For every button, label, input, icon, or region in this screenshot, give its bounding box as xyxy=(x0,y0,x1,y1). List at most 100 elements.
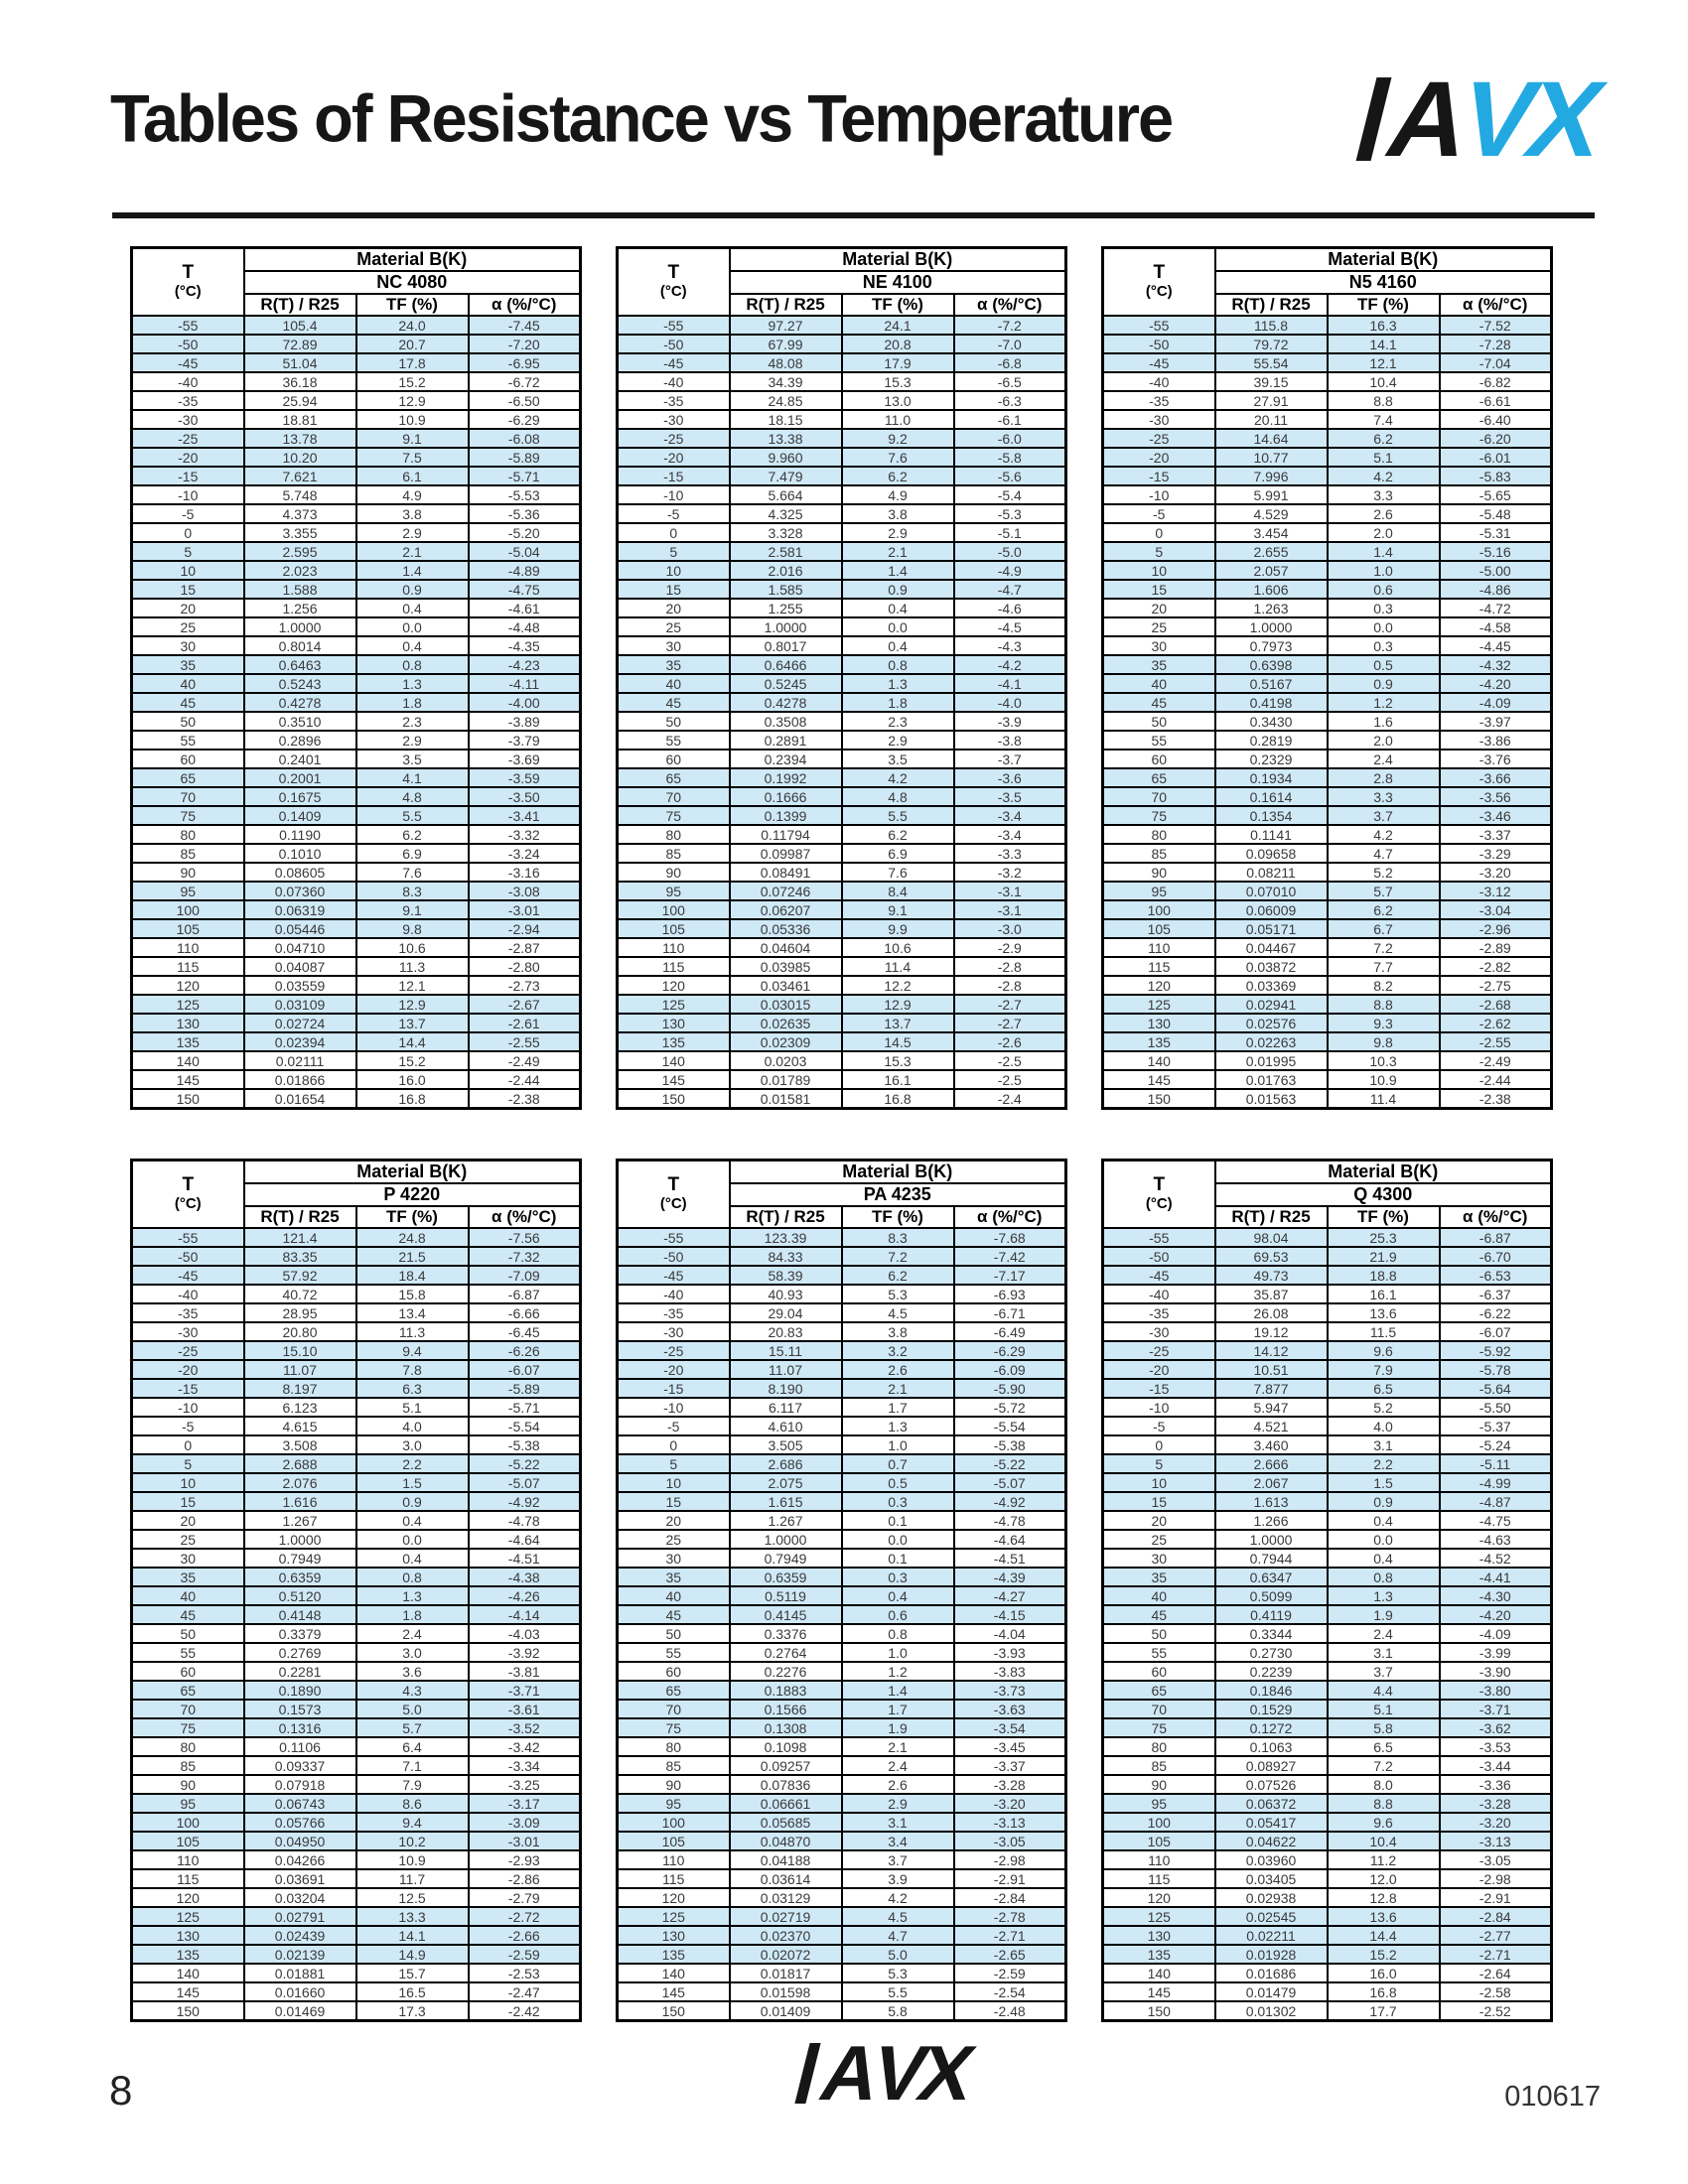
cell-temperature: 45 xyxy=(616,692,731,713)
cell-temperature: -25 xyxy=(130,1340,245,1361)
cell-alpha: -3.32 xyxy=(467,824,582,845)
cell-tf: 1.6 xyxy=(1326,711,1441,732)
cell-temperature: 100 xyxy=(130,1812,245,1833)
table-row: 40 0.5099 1.3 -4.30 xyxy=(1101,1585,1553,1606)
table-row: -30 18.15 11.0 -6.1 xyxy=(616,409,1067,430)
cell-temperature: 145 xyxy=(616,1069,731,1090)
cell-temperature: -35 xyxy=(1101,390,1216,411)
table-row: -5 4.610 1.3 -5.54 xyxy=(616,1416,1067,1436)
alpha-column-header: α (%/°C) xyxy=(1438,293,1553,317)
table-row: 90 0.07526 8.0 -3.36 xyxy=(1101,1774,1553,1795)
cell-tf: 7.9 xyxy=(354,1774,470,1795)
cell-tf: 4.2 xyxy=(840,767,955,788)
cell-tf: 1.2 xyxy=(840,1661,955,1682)
material-name: PA 4235 xyxy=(728,1182,1067,1207)
cell-resistance-ratio: 0.2001 xyxy=(242,767,357,788)
cell-tf: 8.8 xyxy=(1326,1793,1441,1814)
cell-resistance-ratio: 0.01686 xyxy=(1213,1963,1329,1983)
cell-alpha: -3.01 xyxy=(467,1831,582,1851)
table-row: 115 0.03985 11.4 -2.8 xyxy=(616,956,1067,977)
cell-alpha: -4.09 xyxy=(1438,692,1553,713)
cell-alpha: -3.61 xyxy=(467,1699,582,1719)
cell-resistance-ratio: 0.2764 xyxy=(728,1642,843,1663)
cell-temperature: 25 xyxy=(130,1529,245,1550)
cell-alpha: -5.72 xyxy=(952,1397,1067,1418)
table-row: 100 0.05685 3.1 -3.13 xyxy=(616,1812,1067,1833)
cell-alpha: -3.1 xyxy=(952,899,1067,920)
cell-resistance-ratio: 2.686 xyxy=(728,1453,843,1474)
table-row: 115 0.04087 11.3 -2.80 xyxy=(130,956,582,977)
cell-alpha: -4.61 xyxy=(467,598,582,618)
table-row: 140 0.01817 5.3 -2.59 xyxy=(616,1963,1067,1983)
cell-tf: 0.0 xyxy=(840,1529,955,1550)
cell-alpha: -4.20 xyxy=(1438,673,1553,694)
cell-alpha: -2.55 xyxy=(467,1031,582,1052)
table-row: -25 13.78 9.1 -6.08 xyxy=(130,428,582,449)
cell-temperature: 5 xyxy=(616,1453,731,1474)
cell-temperature: 10 xyxy=(130,1472,245,1493)
cell-tf: 0.9 xyxy=(1326,673,1441,694)
cell-tf: 5.0 xyxy=(840,1944,955,1965)
cell-temperature: 35 xyxy=(1101,654,1216,675)
cell-tf: 14.9 xyxy=(354,1944,470,1965)
cell-temperature: 10 xyxy=(616,560,731,581)
cell-tf: 2.9 xyxy=(840,1793,955,1814)
cell-tf: 2.6 xyxy=(840,1774,955,1795)
cell-alpha: -3.86 xyxy=(1438,730,1553,751)
cell-tf: 6.9 xyxy=(354,843,470,864)
cell-temperature: 40 xyxy=(1101,1585,1216,1606)
cell-temperature: 45 xyxy=(616,1604,731,1625)
cell-temperature: 130 xyxy=(616,1925,731,1946)
cell-alpha: -5.07 xyxy=(467,1472,582,1493)
cell-temperature: 20 xyxy=(1101,1510,1216,1531)
cell-resistance-ratio: 0.01409 xyxy=(728,2000,843,2022)
table-row: 80 0.11794 6.2 -3.4 xyxy=(616,824,1067,845)
cell-tf: 0.1 xyxy=(840,1548,955,1569)
cell-resistance-ratio: 3.454 xyxy=(1213,522,1329,543)
cell-tf: 3.4 xyxy=(840,1831,955,1851)
cell-temperature: 35 xyxy=(130,1567,245,1587)
cell-alpha: -2.94 xyxy=(467,918,582,939)
cell-temperature: 100 xyxy=(616,899,731,920)
table-row: -15 7.479 6.2 -5.6 xyxy=(616,466,1067,486)
cell-resistance-ratio: 51.04 xyxy=(242,352,357,373)
cell-resistance-ratio: 0.1106 xyxy=(242,1736,357,1757)
cell-temperature: 130 xyxy=(130,1013,245,1033)
cell-tf: 14.4 xyxy=(1326,1925,1441,1946)
cell-alpha: -2.64 xyxy=(1438,1963,1553,1983)
cell-alpha: -4.1 xyxy=(952,673,1067,694)
table-row: -55 98.04 25.3 -6.87 xyxy=(1101,1227,1553,1248)
cell-tf: 17.9 xyxy=(840,352,955,373)
cell-alpha: -3.6 xyxy=(952,767,1067,788)
cell-temperature: 150 xyxy=(130,1088,245,1110)
cell-resistance-ratio: 72.89 xyxy=(242,334,357,354)
cell-tf: 1.5 xyxy=(354,1472,470,1493)
table-row: 140 0.01686 16.0 -2.64 xyxy=(1101,1963,1553,1983)
cell-alpha: -6.87 xyxy=(1438,1227,1553,1248)
table-row: -40 39.15 10.4 -6.82 xyxy=(1101,371,1553,392)
cell-resistance-ratio: 2.581 xyxy=(728,541,843,562)
table-row: 50 0.3510 2.3 -3.89 xyxy=(130,711,582,732)
cell-temperature: 30 xyxy=(130,635,245,656)
cell-alpha: -6.1 xyxy=(952,409,1067,430)
cell-alpha: -5.90 xyxy=(952,1378,1067,1399)
cell-tf: 1.9 xyxy=(1326,1604,1441,1625)
material-name: Q 4300 xyxy=(1213,1182,1553,1207)
cell-alpha: -6.8 xyxy=(952,352,1067,373)
cell-alpha: -4.86 xyxy=(1438,579,1553,600)
cell-resistance-ratio: 0.03015 xyxy=(728,994,843,1015)
cell-resistance-ratio: 79.72 xyxy=(1213,334,1329,354)
cell-resistance-ratio: 0.2730 xyxy=(1213,1642,1329,1663)
cell-alpha: -4.32 xyxy=(1438,654,1553,675)
cell-temperature: 10 xyxy=(1101,560,1216,581)
cell-alpha: -4.35 xyxy=(467,635,582,656)
cell-tf: 8.4 xyxy=(840,881,955,901)
alpha-column-header: α (%/°C) xyxy=(952,293,1067,317)
cell-alpha: -2.82 xyxy=(1438,956,1553,977)
cell-alpha: -3.7 xyxy=(952,749,1067,769)
table-row: 0 3.508 3.0 -5.38 xyxy=(130,1434,582,1455)
cell-alpha: -5.78 xyxy=(1438,1359,1553,1380)
cell-tf: 16.0 xyxy=(1326,1963,1441,1983)
cell-temperature: -55 xyxy=(130,1227,245,1248)
cell-tf: 6.9 xyxy=(840,843,955,864)
